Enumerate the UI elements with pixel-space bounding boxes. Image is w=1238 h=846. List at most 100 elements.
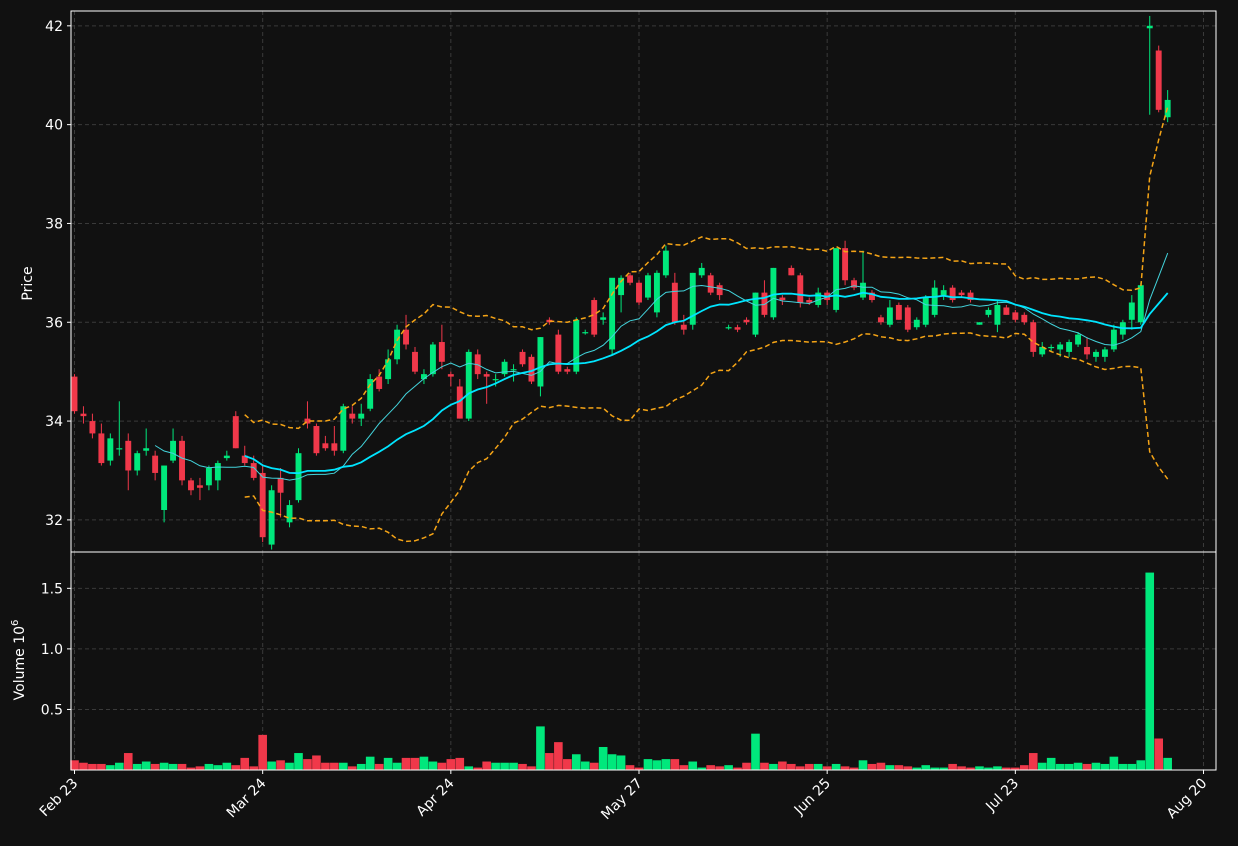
volume-bar (706, 765, 715, 770)
candle-body (788, 267, 795, 276)
candle-body (886, 307, 893, 325)
candle-body (1128, 302, 1135, 320)
candle-body (250, 463, 257, 478)
candle-body (1075, 334, 1082, 345)
candle-body (170, 440, 177, 461)
candle-body (940, 290, 947, 296)
candle-body (268, 490, 275, 545)
volume-bar (921, 765, 931, 770)
candle-body (196, 485, 203, 488)
candle-body (725, 327, 732, 329)
candle-body (161, 465, 168, 511)
volume-ytick-label: 1.0 (41, 642, 63, 658)
price-ytick-label: 32 (45, 513, 63, 529)
candle-body (636, 282, 642, 303)
candle-body (134, 453, 141, 471)
volume-bar (464, 766, 474, 770)
candle-body (232, 416, 239, 449)
volume-bar (97, 763, 106, 770)
volume-bar (554, 742, 563, 770)
indicator-lines (154, 106, 1169, 543)
candle-body (860, 282, 866, 298)
volume-bar (787, 763, 796, 770)
volume-bar (527, 766, 536, 770)
candle-body (322, 443, 329, 449)
candle-body (340, 406, 347, 451)
volume-bar (894, 765, 904, 770)
candle-body (797, 275, 804, 303)
volume-bar (383, 757, 393, 770)
candle-body (152, 455, 159, 473)
volume-ytick-label: 0.5 (41, 702, 63, 718)
volume-bar (374, 763, 384, 770)
volume-bar (957, 766, 966, 770)
candle-body (223, 455, 230, 459)
volume-bar (1091, 762, 1101, 770)
candle-body (358, 413, 365, 419)
candle-body (761, 292, 768, 315)
candle-body (89, 421, 96, 434)
volume-bar (652, 760, 662, 770)
candle-body (143, 448, 150, 451)
volume-bar (1064, 763, 1074, 770)
volume-bar (867, 763, 877, 770)
candlesticks (71, 15, 1171, 550)
volume-axis-title: Volume 106 (10, 620, 28, 701)
candle-body (833, 248, 840, 310)
price-ytick-label: 38 (45, 216, 63, 232)
volume-bar (697, 767, 707, 770)
volume-bar (912, 767, 922, 770)
volume-bar (330, 762, 339, 770)
volume-bar (1037, 762, 1047, 770)
volume-bar (679, 765, 689, 770)
volume-bar (312, 755, 321, 770)
candle-body (564, 369, 571, 372)
volume-bar (267, 761, 276, 770)
volume-bar (168, 763, 178, 770)
volume-bar (88, 763, 97, 770)
volume-bar (1163, 757, 1172, 770)
volume-bar (1011, 767, 1020, 770)
candle-body (295, 453, 302, 501)
volume-bar (473, 767, 483, 770)
candle-body (922, 297, 929, 325)
volume-bar (79, 762, 88, 770)
candle-body (931, 287, 938, 315)
candle-body (313, 426, 320, 454)
candle-body (429, 344, 436, 375)
volume-bar (428, 761, 438, 770)
panel-frames (70, 10, 1217, 771)
candle-body (689, 272, 696, 325)
volume-bar (661, 759, 671, 770)
volume-bar (231, 765, 241, 770)
volume-bar (222, 762, 232, 770)
candle-body (913, 319, 920, 328)
volume-bar (733, 767, 742, 770)
candle-body (1012, 312, 1019, 320)
volume-bar (616, 755, 626, 770)
volume-bar (285, 762, 294, 770)
volume-bar (1100, 763, 1110, 770)
candle-body (1110, 329, 1117, 350)
candle-body (349, 413, 356, 419)
candle-body (214, 463, 221, 481)
candle-body (492, 379, 499, 381)
candle-body (555, 334, 562, 372)
volume-bar (258, 734, 267, 770)
volume-bar (563, 759, 572, 770)
volume-bar (150, 763, 160, 770)
volume-bar (1055, 763, 1065, 770)
volume-bar (760, 762, 769, 770)
volume-bar (204, 763, 214, 770)
volume-bar (401, 757, 411, 770)
volume-bar (795, 766, 805, 770)
volume-bar (141, 761, 151, 770)
candle-body (331, 443, 338, 451)
candle-body (1003, 307, 1010, 315)
candle-body (277, 477, 284, 493)
candle-body (125, 440, 132, 471)
volume-bar (1109, 756, 1119, 770)
volume-bar (1136, 760, 1146, 770)
volume-bar (580, 761, 590, 770)
